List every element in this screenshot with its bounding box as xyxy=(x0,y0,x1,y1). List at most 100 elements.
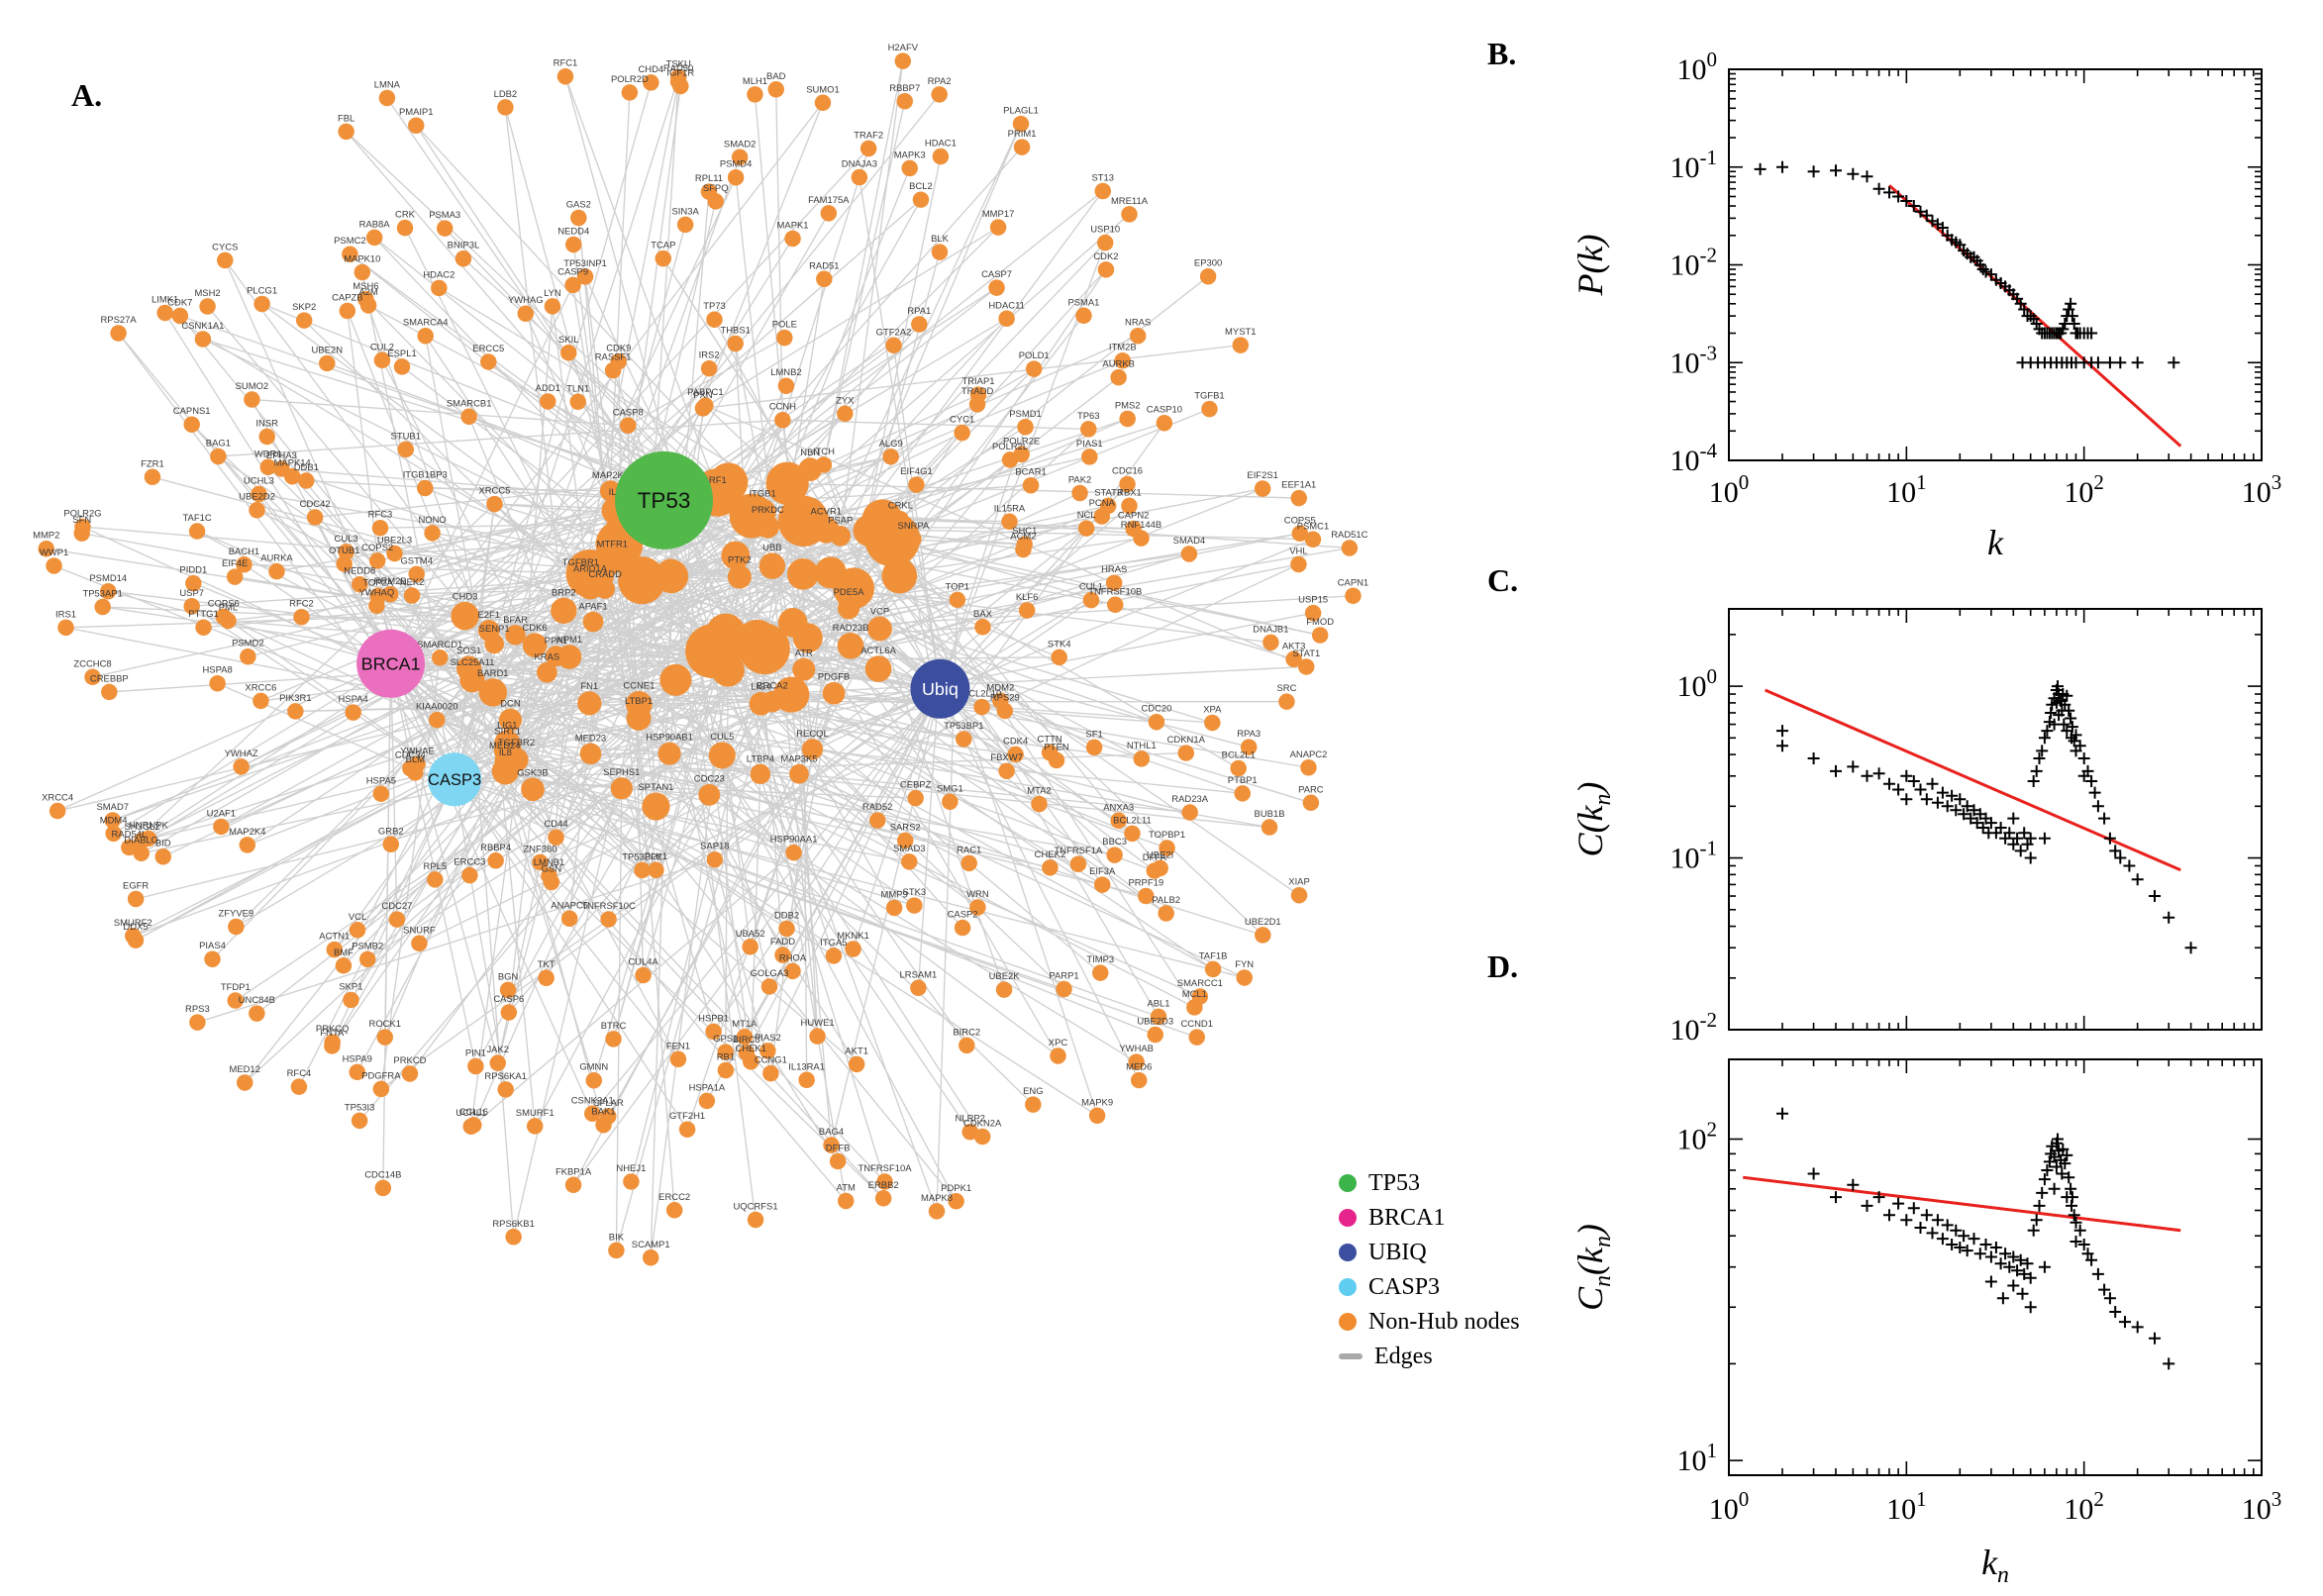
network-node-label: SEPHS1 xyxy=(603,767,640,778)
network-node xyxy=(461,866,478,884)
network-node-label: CREBBP xyxy=(90,673,129,684)
network-node-label: BGN xyxy=(498,971,519,982)
network-node-label: TNFRSF1A xyxy=(1055,846,1103,856)
network-node-label: CUL5 xyxy=(710,732,734,743)
network-node xyxy=(204,950,221,967)
network-edge xyxy=(725,688,942,1071)
network-edge xyxy=(627,337,785,427)
network-node-label: CDC14B xyxy=(364,1169,401,1180)
network-node-label: TP53AP1 xyxy=(83,589,123,600)
network-node xyxy=(251,485,267,503)
network-node xyxy=(731,149,749,166)
network-node xyxy=(1110,812,1127,830)
network-node xyxy=(767,81,784,98)
network-node xyxy=(397,441,415,458)
network-node xyxy=(908,476,925,493)
network-edge xyxy=(516,758,656,871)
network-node-label: UBE2L3 xyxy=(377,536,412,547)
network-node xyxy=(226,568,244,585)
network-edge xyxy=(708,123,1022,796)
network-node xyxy=(901,853,918,870)
network-edge xyxy=(508,672,549,1013)
network-node-label: MSH2 xyxy=(194,288,220,299)
network-edge xyxy=(454,369,614,780)
network-node xyxy=(258,428,275,446)
network-node xyxy=(669,1050,687,1068)
fit-line xyxy=(1765,688,2181,872)
svg-text:100: 100 xyxy=(1709,1487,1750,1526)
network-node xyxy=(127,932,145,948)
network-node xyxy=(778,920,795,938)
legend-label: CASP3 xyxy=(1368,1273,1441,1300)
network-node-label: PSMC1 xyxy=(1297,521,1330,532)
network-node-label: CDK7 xyxy=(167,297,192,308)
network-node xyxy=(358,950,376,968)
network-node-label: HSPA1A xyxy=(689,1082,726,1093)
network-node xyxy=(777,377,795,394)
network-node xyxy=(648,861,664,878)
network-node-label: ACVR1 xyxy=(811,507,842,518)
network-node-label: CDC27 xyxy=(381,901,412,912)
network-edge xyxy=(621,85,681,533)
network-node xyxy=(497,1081,514,1098)
network-edge xyxy=(714,858,1160,1018)
network-node xyxy=(642,792,670,821)
network-edge xyxy=(193,582,391,664)
network-edge xyxy=(504,760,605,1126)
network-node xyxy=(905,531,922,548)
network-node-label: TP53INP1 xyxy=(563,258,607,269)
network-node xyxy=(101,683,118,701)
network-node-label: CDKN2A xyxy=(963,1119,1002,1130)
network-node-label: COPS6 xyxy=(208,598,240,609)
network-edge xyxy=(258,493,740,578)
network-node-label: MRE11A xyxy=(1111,196,1149,207)
network-node xyxy=(100,583,117,600)
network-node xyxy=(403,587,421,604)
network-node-label: RB1 xyxy=(717,1052,735,1063)
network-node-label: MED23 xyxy=(575,733,606,744)
network-node xyxy=(1075,307,1092,325)
network-node-label: CCND1 xyxy=(1180,1019,1213,1030)
network-edge xyxy=(830,123,1022,573)
network-node xyxy=(253,295,270,313)
network-node xyxy=(759,1043,776,1059)
network-node xyxy=(595,1116,612,1134)
network-node xyxy=(560,910,578,928)
network-node-label: PIN1 xyxy=(465,1047,486,1058)
network-edge xyxy=(751,516,784,955)
network-node-label: SMARCC1 xyxy=(1177,978,1223,989)
network-edge xyxy=(663,323,920,501)
legend-node-swatch xyxy=(1339,1174,1357,1192)
network-node-label: PCNA xyxy=(1089,498,1116,509)
network-node-label: SMARCD1 xyxy=(417,640,462,650)
svg-text:103: 103 xyxy=(2242,470,2282,509)
network-edge xyxy=(347,310,512,721)
network-node-label: BAD xyxy=(766,71,786,82)
network-node-label: EIF2S1 xyxy=(1247,470,1277,481)
network-node xyxy=(105,825,122,843)
network-node-label: UCHL3 xyxy=(244,476,274,487)
network-node xyxy=(1091,964,1109,981)
network-node xyxy=(1031,795,1048,813)
network-node-label: ITGB1 xyxy=(749,488,775,499)
network-node xyxy=(634,861,651,879)
network-node-label: UBE2D1 xyxy=(1245,917,1281,928)
network-node xyxy=(306,509,324,526)
network-node xyxy=(345,704,361,721)
network-node-label: PDE5A xyxy=(834,587,865,598)
network-node xyxy=(570,209,587,227)
network-node xyxy=(293,608,310,626)
network-node xyxy=(352,575,368,593)
network-node-label: YWHAG xyxy=(508,295,544,306)
network-node xyxy=(1285,650,1302,668)
network-node-label: USP10 xyxy=(1090,225,1120,236)
network-node-label: CCNG1 xyxy=(755,1055,787,1066)
network-node xyxy=(896,93,914,110)
network-node-label: SFPQ xyxy=(703,183,729,194)
network-node-label: CUL2 xyxy=(370,342,394,352)
network-node-label: RPS29 xyxy=(990,692,1020,703)
network-node xyxy=(1302,794,1320,812)
network-node xyxy=(705,613,747,653)
network-node-label: APAF1 xyxy=(578,601,607,612)
